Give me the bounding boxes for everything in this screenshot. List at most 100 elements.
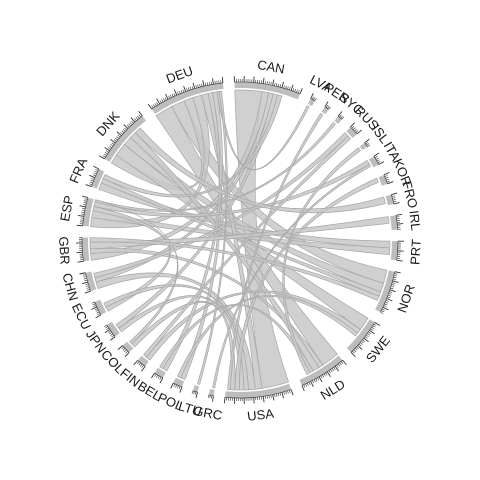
- tick-ecu: [96, 315, 101, 318]
- tick-nor: [381, 311, 384, 312]
- tick-usa: [271, 395, 272, 398]
- tick-swe: [371, 329, 373, 331]
- tick-per: [328, 106, 330, 109]
- tick-deu: [209, 82, 210, 85]
- tick-usa: [273, 395, 274, 401]
- tick-nld: [317, 378, 318, 381]
- tick-fro: [393, 199, 396, 200]
- tick-nld: [321, 376, 323, 379]
- tick-swe: [356, 347, 358, 349]
- tick-swe: [365, 337, 367, 339]
- tick-syc: [342, 117, 344, 119]
- tick-can: [297, 90, 298, 93]
- tick-deu: [211, 82, 212, 85]
- tick-nld: [322, 375, 324, 378]
- tick-dnk: [131, 121, 133, 123]
- tick-ecu: [97, 312, 100, 313]
- tick-usa: [278, 393, 279, 396]
- tick-nld: [304, 385, 305, 388]
- tick-grc: [212, 396, 213, 402]
- tick-usa: [280, 393, 281, 396]
- tick-nor: [393, 279, 396, 280]
- tick-rus: [356, 130, 358, 132]
- tick-nor: [391, 286, 394, 287]
- tick-swe: [352, 351, 354, 353]
- tick-grc: [208, 395, 209, 398]
- tick-nld: [312, 380, 313, 383]
- label-prt: PRT: [407, 239, 424, 266]
- tick-nor: [389, 292, 392, 293]
- tick-swe: [355, 348, 357, 350]
- tick-dnk: [130, 122, 132, 124]
- tick-fra: [89, 175, 95, 177]
- tick-can: [298, 90, 299, 93]
- tick-nor: [390, 290, 396, 292]
- tick-lva: [315, 98, 316, 101]
- tick-fra: [94, 173, 97, 174]
- tick-deu: [196, 85, 197, 88]
- tick-dnk: [127, 125, 129, 127]
- tick-deu: [203, 80, 204, 86]
- tick-deu: [207, 82, 208, 85]
- tick-jpn: [109, 332, 111, 334]
- tick-deu: [153, 104, 155, 107]
- tick-col: [126, 351, 128, 353]
- tick-esp: [82, 208, 85, 209]
- tick-deu: [212, 78, 213, 84]
- tick-nor: [385, 304, 388, 305]
- tick-rus: [353, 128, 355, 130]
- tick-nor: [393, 281, 399, 283]
- tick-jpn: [110, 337, 115, 341]
- label-usa: USA: [246, 406, 275, 424]
- tick-fra: [93, 175, 96, 176]
- tick-fra: [94, 166, 99, 169]
- tick-fro: [393, 201, 396, 202]
- tick-nld: [314, 380, 315, 383]
- tick-dnk: [115, 138, 117, 140]
- tick-gbr: [78, 261, 84, 262]
- tick-usa: [289, 390, 290, 393]
- tick-esp: [82, 196, 88, 198]
- tick-dnk: [123, 129, 125, 131]
- tick-deu: [222, 77, 223, 83]
- tick-deu: [201, 84, 202, 87]
- tick-grc: [210, 395, 211, 398]
- tick-chn: [87, 289, 90, 290]
- tick-usa: [254, 397, 255, 403]
- label-nor: NOR: [394, 282, 418, 314]
- tick-dnk: [114, 140, 116, 142]
- tick-deu: [165, 98, 166, 101]
- tick-dnk: [139, 115, 141, 117]
- tick-jpn: [105, 326, 108, 328]
- tick-nld: [326, 373, 328, 376]
- tick-ltu: [192, 391, 193, 394]
- tick-esp: [81, 212, 84, 213]
- tick-fin: [140, 364, 142, 366]
- tick-deu: [190, 87, 191, 90]
- label-nld: NLD: [318, 376, 348, 402]
- label-chn: CHN: [59, 271, 81, 302]
- tick-can: [291, 85, 293, 91]
- tick-ecu: [92, 302, 95, 303]
- tick-nld: [341, 361, 343, 363]
- tick-syc: [339, 115, 341, 117]
- label-irl: IRL: [406, 210, 423, 232]
- tick-dnk: [134, 118, 136, 120]
- tick-esp: [78, 215, 84, 216]
- tick-jpn: [104, 325, 107, 327]
- tick-deu: [152, 105, 154, 108]
- tick-deu: [170, 95, 171, 98]
- tick-swe: [363, 340, 365, 342]
- tick-nor: [392, 284, 395, 285]
- label-can: CAN: [256, 57, 286, 77]
- tick-swe: [372, 327, 375, 329]
- tick-chn: [83, 276, 86, 277]
- tick-fra: [86, 185, 92, 187]
- tick-isl: [367, 144, 369, 146]
- tick-can: [278, 84, 279, 87]
- tick-nld: [330, 370, 332, 372]
- tick-can: [263, 78, 264, 84]
- tick-fin: [137, 362, 139, 364]
- tick-deu: [179, 91, 180, 94]
